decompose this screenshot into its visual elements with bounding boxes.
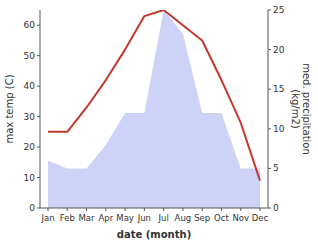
- y2-axis-label-line: (kg/m2): [290, 89, 301, 129]
- x-tick: [125, 208, 126, 211]
- x-tick-label: Mar: [79, 213, 96, 223]
- y2-tick-label: 0: [273, 203, 279, 213]
- plot-area: [48, 10, 260, 208]
- chart-container: Jan Feb MarAprMayJun Jul AugSep OctNovDec date…: [0, 0, 318, 244]
- precipitation-area: [48, 10, 260, 208]
- x-tick-label: Nov: [232, 213, 249, 223]
- y-tick-label: 40: [24, 81, 36, 91]
- x-tick-label: Aug: [175, 213, 192, 223]
- y2-tick: [268, 168, 271, 169]
- y-axis-label: max temp (C): [4, 74, 15, 143]
- y-tick-label: 10: [24, 173, 36, 183]
- y2-axis-line: [268, 10, 269, 208]
- y2-tick: [268, 208, 271, 209]
- y-tick-label: 50: [24, 51, 36, 61]
- x-tick-label: Dec: [252, 213, 269, 223]
- y2-tick: [268, 49, 271, 50]
- y2-tick-label: 15: [273, 84, 284, 94]
- x-tick: [67, 208, 68, 211]
- y2-tick-label: 10: [273, 124, 285, 134]
- y-tick: [37, 147, 40, 148]
- x-tick: [240, 208, 241, 211]
- x-tick: [182, 208, 183, 211]
- x-tick: [221, 208, 222, 211]
- y-tick: [37, 208, 40, 209]
- x-tick: [105, 208, 106, 211]
- y-tick-label: 0: [29, 203, 35, 213]
- x-axis-line: [40, 208, 268, 209]
- y-tick: [37, 86, 40, 87]
- x-tick-label: Oct: [214, 213, 229, 223]
- x-tick: [260, 208, 261, 211]
- x-tick-label: Jan: [40, 213, 54, 223]
- y-tick-label: 60: [24, 20, 36, 30]
- x-tick: [48, 208, 49, 211]
- x-tick: [144, 208, 145, 211]
- y-tick: [37, 55, 40, 56]
- x-tick-label: May: [116, 213, 134, 223]
- x-tick-label: Jul: [158, 213, 169, 223]
- x-tick-label: Sep: [194, 213, 210, 223]
- y2-axis-label-line: med. precipitation: [301, 63, 312, 155]
- y2-axis-label: med. precipitation(kg/m2): [290, 63, 313, 155]
- y-tick: [37, 25, 40, 26]
- y-tick: [37, 116, 40, 117]
- x-tick: [163, 208, 164, 211]
- temperature-line: [48, 10, 260, 181]
- x-tick-label: Jun: [137, 213, 151, 223]
- x-tick-label: Apr: [98, 213, 113, 223]
- y2-tick: [268, 10, 271, 11]
- y-tick-label: 20: [24, 142, 36, 152]
- x-tick: [202, 208, 203, 211]
- y2-tick: [268, 89, 271, 90]
- y-axis-line: [40, 10, 41, 208]
- x-axis-label: date (month): [117, 229, 191, 240]
- x-tick: [86, 208, 87, 211]
- y-tick-label: 30: [24, 112, 36, 122]
- chart: Jan Feb MarAprMayJun Jul AugSep OctNovDec date…: [0, 0, 318, 244]
- x-tick-label: Feb: [60, 213, 75, 223]
- y-tick: [37, 177, 40, 178]
- y2-tick: [268, 128, 271, 129]
- y2-tick-label: 25: [273, 5, 284, 15]
- y2-tick-label: 20: [273, 45, 285, 55]
- y2-tick-label: 5: [273, 163, 279, 173]
